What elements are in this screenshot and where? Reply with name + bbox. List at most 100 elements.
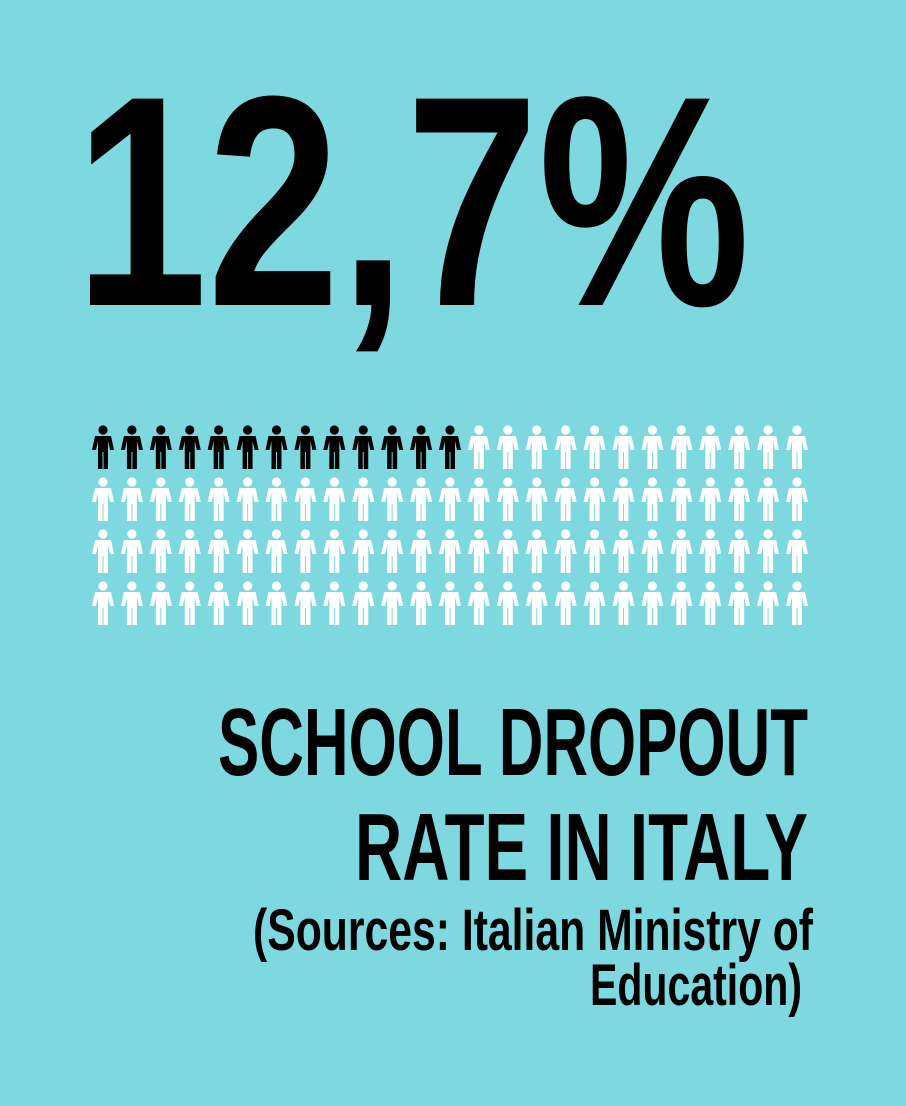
person-icon xyxy=(728,529,751,573)
person-icon xyxy=(207,477,230,521)
person-icon-highlighted xyxy=(265,425,288,469)
person-icon xyxy=(149,529,172,573)
person-icon xyxy=(120,581,143,625)
person-icon xyxy=(439,581,461,625)
person-icon xyxy=(236,581,259,625)
person-icon xyxy=(467,581,490,625)
person-icon xyxy=(92,529,114,573)
person-icon xyxy=(207,529,230,573)
source-line: Education) xyxy=(590,953,802,1018)
person-icon xyxy=(554,425,577,469)
person-icon xyxy=(728,477,751,521)
person-icon-highlighted xyxy=(294,425,317,469)
person-icon xyxy=(525,529,548,573)
person-icon xyxy=(583,529,606,573)
person-icon xyxy=(554,477,577,521)
person-icon-highlighted xyxy=(323,425,346,469)
person-icon-highlighted xyxy=(207,425,230,469)
person-icon-highlighted xyxy=(149,425,172,469)
person-icon xyxy=(554,529,577,573)
person-icon xyxy=(728,581,751,625)
title-line: RATE IN ITALY xyxy=(355,794,808,901)
person-icon-highlighted xyxy=(92,425,114,469)
person-icon xyxy=(120,477,143,521)
person-icon xyxy=(786,529,808,573)
person-icon xyxy=(265,529,288,573)
person-icon xyxy=(786,477,808,521)
person-icon xyxy=(178,581,201,625)
person-icon xyxy=(757,581,780,625)
person-icon xyxy=(294,529,317,573)
source-line: (Sources: Italian Ministry of xyxy=(253,898,813,963)
person-icon xyxy=(612,425,635,469)
person-icon xyxy=(410,581,433,625)
person-icon xyxy=(207,581,230,625)
person-icon xyxy=(323,581,346,625)
person-icon xyxy=(525,425,548,469)
person-icon xyxy=(757,529,780,573)
person-icon xyxy=(381,581,404,625)
person-icon xyxy=(467,477,490,521)
person-icon xyxy=(323,477,346,521)
person-icon xyxy=(583,477,606,521)
person-icon xyxy=(583,425,606,469)
person-icon xyxy=(265,477,288,521)
person-icon-highlighted xyxy=(381,425,404,469)
person-icon xyxy=(699,529,722,573)
person-icon xyxy=(352,477,375,521)
person-icon xyxy=(352,581,375,625)
person-icon xyxy=(641,425,664,469)
person-icon xyxy=(728,425,751,469)
person-icon xyxy=(294,477,317,521)
person-icon-highlighted xyxy=(439,425,461,469)
person-icon xyxy=(439,477,461,521)
person-icon xyxy=(641,477,664,521)
person-icon xyxy=(496,425,519,469)
person-icon xyxy=(786,425,808,469)
person-icon xyxy=(323,529,346,573)
person-icon xyxy=(496,581,519,625)
person-icon xyxy=(149,477,172,521)
person-icon xyxy=(178,529,201,573)
person-icon xyxy=(178,477,201,521)
headline: 12,7% xyxy=(75,33,750,369)
person-icon xyxy=(525,477,548,521)
person-icon xyxy=(670,477,693,521)
person-icon xyxy=(381,477,404,521)
person-icon xyxy=(786,581,808,625)
person-icon-highlighted xyxy=(410,425,433,469)
person-icon xyxy=(496,477,519,521)
person-icon-highlighted xyxy=(352,425,375,469)
person-icon xyxy=(381,529,404,573)
person-icon xyxy=(641,529,664,573)
person-icon xyxy=(583,581,606,625)
person-icon xyxy=(670,529,693,573)
person-icon-highlighted xyxy=(178,425,201,469)
person-icon xyxy=(612,477,635,521)
person-icon xyxy=(467,529,490,573)
person-icon xyxy=(92,477,114,521)
person-icon xyxy=(496,529,519,573)
person-icon xyxy=(149,581,172,625)
person-icon xyxy=(612,529,635,573)
person-icon xyxy=(670,581,693,625)
person-icon xyxy=(439,529,461,573)
person-icon xyxy=(352,529,375,573)
person-icon xyxy=(757,425,780,469)
person-icon xyxy=(294,581,317,625)
person-icon xyxy=(699,425,722,469)
person-icon xyxy=(554,581,577,625)
title-line: SCHOOL DROPOUT xyxy=(218,689,808,796)
person-icon xyxy=(410,529,433,573)
person-icon xyxy=(236,477,259,521)
person-icon xyxy=(467,425,490,469)
person-icon xyxy=(699,477,722,521)
person-icon-highlighted xyxy=(236,425,259,469)
person-icon xyxy=(410,477,433,521)
person-icon xyxy=(612,581,635,625)
person-icon xyxy=(641,581,664,625)
person-icon xyxy=(236,529,259,573)
person-icon xyxy=(120,529,143,573)
